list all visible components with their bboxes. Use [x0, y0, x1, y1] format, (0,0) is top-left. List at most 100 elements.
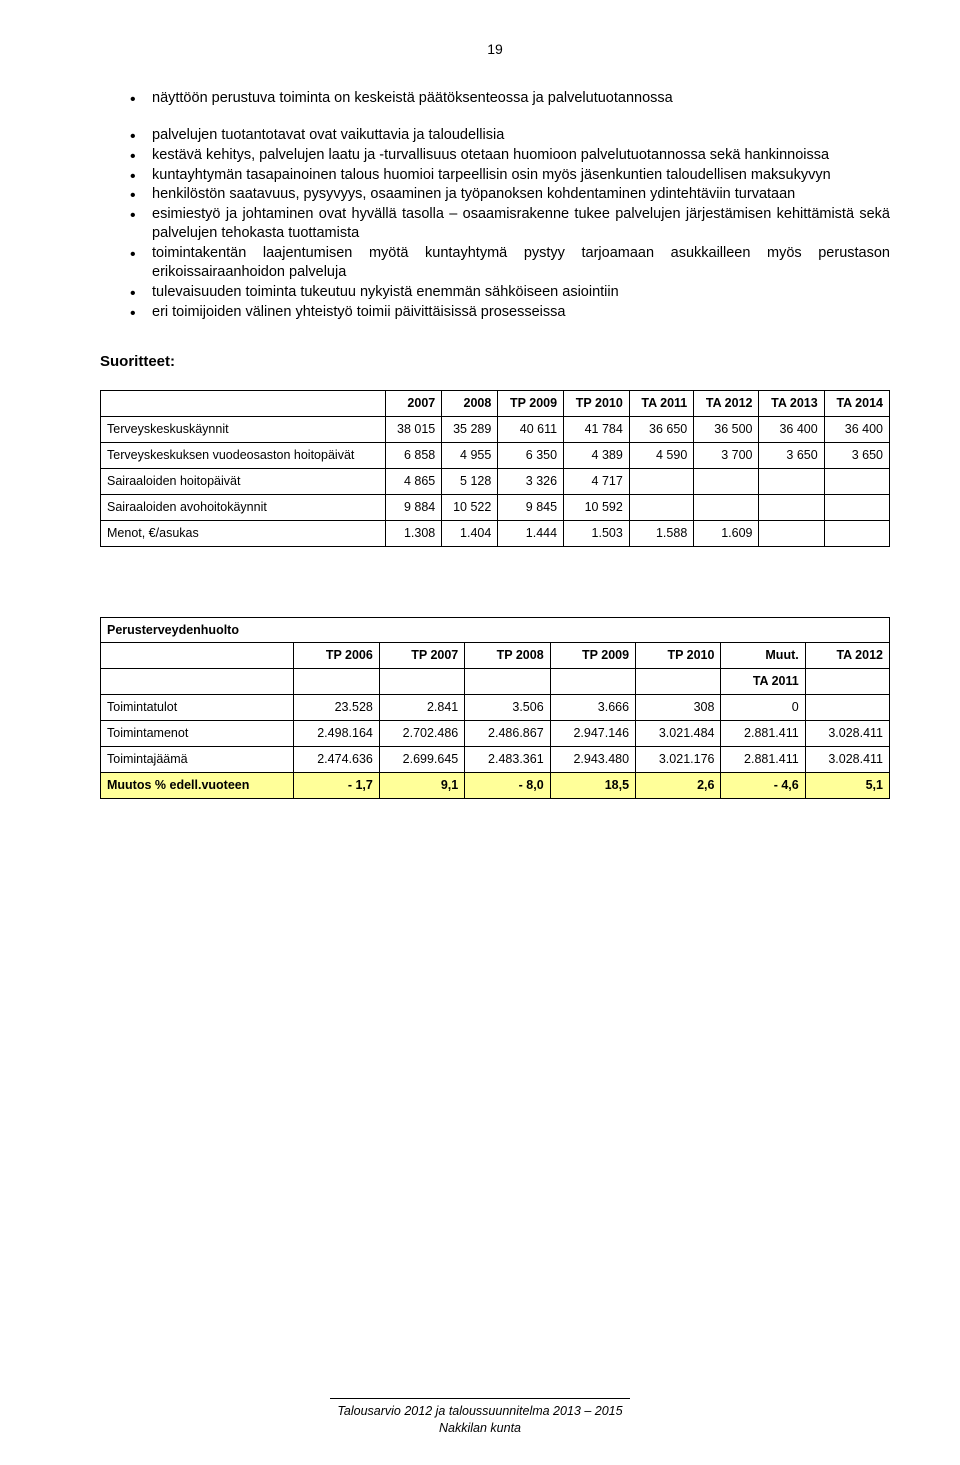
cell: 2,6	[636, 772, 721, 798]
cell: 3.021.484	[636, 721, 721, 747]
cell: 2.947.146	[550, 721, 635, 747]
table-row: Menot, €/asukas 1.308 1.404 1.444 1.503 …	[101, 520, 890, 546]
cell	[759, 468, 824, 494]
cell: - 4,6	[721, 772, 805, 798]
cell	[629, 494, 693, 520]
row-label: Terveyskeskuksen vuodeosaston hoitopäivä…	[101, 443, 386, 469]
cell: 2.881.411	[721, 721, 805, 747]
cell: 0	[721, 695, 805, 721]
cell: 1.503	[564, 520, 630, 546]
table-row: Toimintamenot 2.498.164 2.702.486 2.486.…	[101, 721, 890, 747]
suoritteet-heading: Suoritteet:	[100, 352, 890, 372]
cell	[465, 669, 550, 695]
cell: - 8,0	[465, 772, 550, 798]
col-header	[101, 391, 386, 417]
cell: 10 592	[564, 494, 630, 520]
main-bullet-list: palvelujen tuotantotavat ovat vaikuttavi…	[100, 126, 890, 322]
table-row: Sairaaloiden hoitopäivät 4 865 5 128 3 3…	[101, 468, 890, 494]
cell	[629, 468, 693, 494]
col-header: TP 2010	[636, 643, 721, 669]
cell	[805, 695, 889, 721]
list-item: toimintakentän laajentumisen myötä kunta…	[130, 244, 890, 283]
top-bullet-list: näyttöön perustuva toiminta on keskeistä…	[100, 89, 890, 109]
footer-line-2: Nakkilan kunta	[0, 1420, 960, 1437]
table-row: Terveyskeskuskäynnit 38 015 35 289 40 61…	[101, 417, 890, 443]
cell: 1.588	[629, 520, 693, 546]
row-label: Sairaaloiden avohoitokäynnit	[101, 494, 386, 520]
cell	[694, 494, 759, 520]
cell: 3 650	[824, 443, 889, 469]
table-highlight-row: Muutos % edell.vuoteen - 1,7 9,1 - 8,0 1…	[101, 772, 890, 798]
cell: 4 865	[386, 468, 442, 494]
list-item: henkilöstön saatavuus, pysyvyys, osaamin…	[130, 185, 890, 205]
cell: 3 650	[759, 443, 824, 469]
col-header: TP 2007	[379, 643, 464, 669]
page-number: 19	[100, 40, 890, 59]
cell: 18,5	[550, 772, 635, 798]
table-subheader-row: TA 2011	[101, 669, 890, 695]
col-header: TA 2011	[629, 391, 693, 417]
cell: 308	[636, 695, 721, 721]
table-row: Toimintatulot 23.528 2.841 3.506 3.666 3…	[101, 695, 890, 721]
list-item: näyttöön perustuva toiminta on keskeistä…	[130, 89, 890, 109]
cell: 4 590	[629, 443, 693, 469]
cell: 3.506	[465, 695, 550, 721]
cell: 3.028.411	[805, 721, 889, 747]
cell: 2.881.411	[721, 746, 805, 772]
cell: 5 128	[442, 468, 498, 494]
cell: 3.666	[550, 695, 635, 721]
cell: 2.486.867	[465, 721, 550, 747]
cell: 2.474.636	[294, 746, 379, 772]
table-row: Toimintajäämä 2.474.636 2.699.645 2.483.…	[101, 746, 890, 772]
col-header: TP 2010	[564, 391, 630, 417]
perusterveydenhuolto-table: Perusterveydenhuolto TP 2006 TP 2007 TP …	[100, 617, 890, 799]
document-page: 19 näyttöön perustuva toiminta on keskei…	[0, 0, 960, 1465]
cell: 9 845	[498, 494, 564, 520]
cell: 5,1	[805, 772, 889, 798]
cell: 9,1	[379, 772, 464, 798]
col-header: 2008	[442, 391, 498, 417]
row-label: Terveyskeskuskäynnit	[101, 417, 386, 443]
col-header: TP 2008	[465, 643, 550, 669]
cell: 4 955	[442, 443, 498, 469]
cell: - 1,7	[294, 772, 379, 798]
table-header-row: 2007 2008 TP 2009 TP 2010 TA 2011 TA 201…	[101, 391, 890, 417]
table-row: Sairaaloiden avohoitokäynnit 9 884 10 52…	[101, 494, 890, 520]
list-item: esimiestyö ja johtaminen ovat hyvällä ta…	[130, 205, 890, 244]
cell: 36 650	[629, 417, 693, 443]
cell: 3 700	[694, 443, 759, 469]
col-header: TA 2012	[805, 643, 889, 669]
cell: 2.943.480	[550, 746, 635, 772]
col-header: TA 2014	[824, 391, 889, 417]
table-header-row: TP 2006 TP 2007 TP 2008 TP 2009 TP 2010 …	[101, 643, 890, 669]
footer-line-1: Talousarvio 2012 ja taloussuunnitelma 20…	[0, 1403, 960, 1420]
cell: 3 326	[498, 468, 564, 494]
cell: TA 2011	[721, 669, 805, 695]
table-row: Terveyskeskuksen vuodeosaston hoitopäivä…	[101, 443, 890, 469]
cell: 1.444	[498, 520, 564, 546]
cell	[759, 520, 824, 546]
cell: 3.028.411	[805, 746, 889, 772]
list-item: kestävä kehitys, palvelujen laatu ja -tu…	[130, 146, 890, 166]
list-item: palvelujen tuotantotavat ovat vaikuttavi…	[130, 126, 890, 146]
cell: 23.528	[294, 695, 379, 721]
cell: 2.841	[379, 695, 464, 721]
cell: 41 784	[564, 417, 630, 443]
cell: 10 522	[442, 494, 498, 520]
cell: 4 717	[564, 468, 630, 494]
page-footer: Talousarvio 2012 ja taloussuunnitelma 20…	[0, 1398, 960, 1437]
cell	[379, 669, 464, 695]
cell: 1.609	[694, 520, 759, 546]
cell: 40 611	[498, 417, 564, 443]
cell	[550, 669, 635, 695]
col-header: TP 2006	[294, 643, 379, 669]
table-title: Perusterveydenhuolto	[101, 617, 890, 643]
cell	[824, 468, 889, 494]
cell: 6 350	[498, 443, 564, 469]
row-label: Toimintajäämä	[101, 746, 294, 772]
cell: 1.404	[442, 520, 498, 546]
col-header: TP 2009	[498, 391, 564, 417]
cell: 2.702.486	[379, 721, 464, 747]
cell	[805, 669, 889, 695]
cell	[824, 494, 889, 520]
